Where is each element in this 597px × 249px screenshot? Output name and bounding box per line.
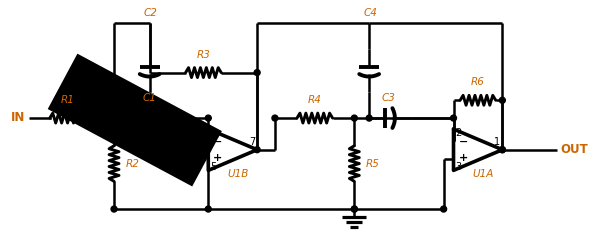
Circle shape [500, 147, 505, 153]
Text: C4: C4 [363, 8, 377, 18]
Text: R4: R4 [308, 95, 322, 105]
Text: C3: C3 [382, 93, 396, 103]
Text: U1B: U1B [227, 170, 248, 180]
Text: 6: 6 [210, 128, 216, 138]
Circle shape [111, 206, 117, 212]
Circle shape [147, 115, 153, 121]
Circle shape [352, 206, 357, 212]
Text: R3: R3 [196, 50, 210, 60]
Text: 7: 7 [249, 137, 255, 147]
Circle shape [441, 206, 447, 212]
Circle shape [254, 147, 260, 153]
Circle shape [451, 115, 457, 121]
Circle shape [254, 70, 260, 75]
Text: OUT: OUT [560, 143, 588, 156]
Text: R6: R6 [471, 77, 485, 87]
Text: 1: 1 [494, 137, 500, 147]
Text: +: + [213, 153, 223, 163]
Text: C2: C2 [144, 8, 158, 18]
Circle shape [500, 97, 505, 103]
Circle shape [205, 206, 211, 212]
Text: −: − [458, 137, 468, 147]
Text: IN: IN [11, 111, 26, 124]
Circle shape [352, 115, 357, 121]
Circle shape [366, 115, 372, 121]
Text: 3: 3 [456, 162, 461, 172]
Text: −: − [213, 137, 223, 147]
Text: C1: C1 [143, 93, 156, 103]
Text: 2: 2 [456, 128, 461, 138]
Circle shape [111, 115, 117, 121]
Text: R2: R2 [126, 159, 140, 169]
Circle shape [272, 115, 278, 121]
Text: +: + [458, 153, 467, 163]
Circle shape [500, 147, 505, 153]
Circle shape [352, 206, 357, 212]
Text: 5: 5 [210, 162, 217, 172]
Text: R1: R1 [61, 95, 75, 105]
Circle shape [205, 115, 211, 121]
Text: U1A: U1A [472, 170, 494, 180]
Text: R5: R5 [366, 159, 380, 169]
